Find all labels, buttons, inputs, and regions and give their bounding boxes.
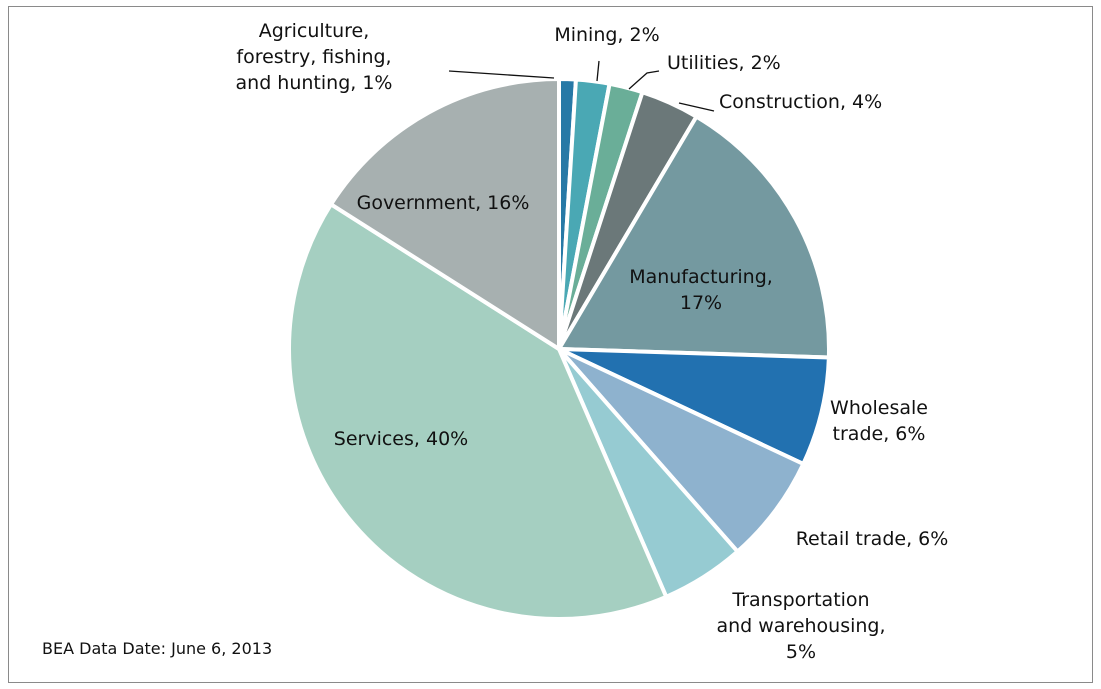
pie-slice <box>287 202 669 621</box>
slice-label: Retail trade, 6% <box>796 528 949 550</box>
leader-line <box>596 60 600 82</box>
slice-label: Mining, 2% <box>554 24 659 46</box>
slice-label: Agriculture, forestry, fishing, and huntin… <box>236 20 393 94</box>
pie-slice <box>329 77 561 351</box>
pie-slice <box>557 347 831 466</box>
leader-line <box>628 70 660 90</box>
slice-label: Government, 16% <box>357 192 530 214</box>
pie-chart: Agriculture, forestry, fishing, and huntin… <box>42 20 949 663</box>
leader-line <box>448 70 555 79</box>
leader-line <box>678 102 715 112</box>
slice-label: Manufacturing, 17% <box>629 266 773 314</box>
slice-label: Transportation and warehousing, 5% <box>716 589 885 663</box>
pie-slice <box>557 114 831 360</box>
slice-label: Wholesale trade, 6% <box>830 397 928 445</box>
data-date-note: BEA Data Date: June 6, 2013 <box>42 639 272 658</box>
chart-frame: Agriculture, forestry, fishing, and huntin… <box>8 6 1093 683</box>
slice-label: Construction, 4% <box>719 91 882 113</box>
slice-label: Services, 40% <box>334 428 468 450</box>
pie-slice <box>557 347 806 554</box>
slice-label: Utilities, 2% <box>667 52 781 74</box>
